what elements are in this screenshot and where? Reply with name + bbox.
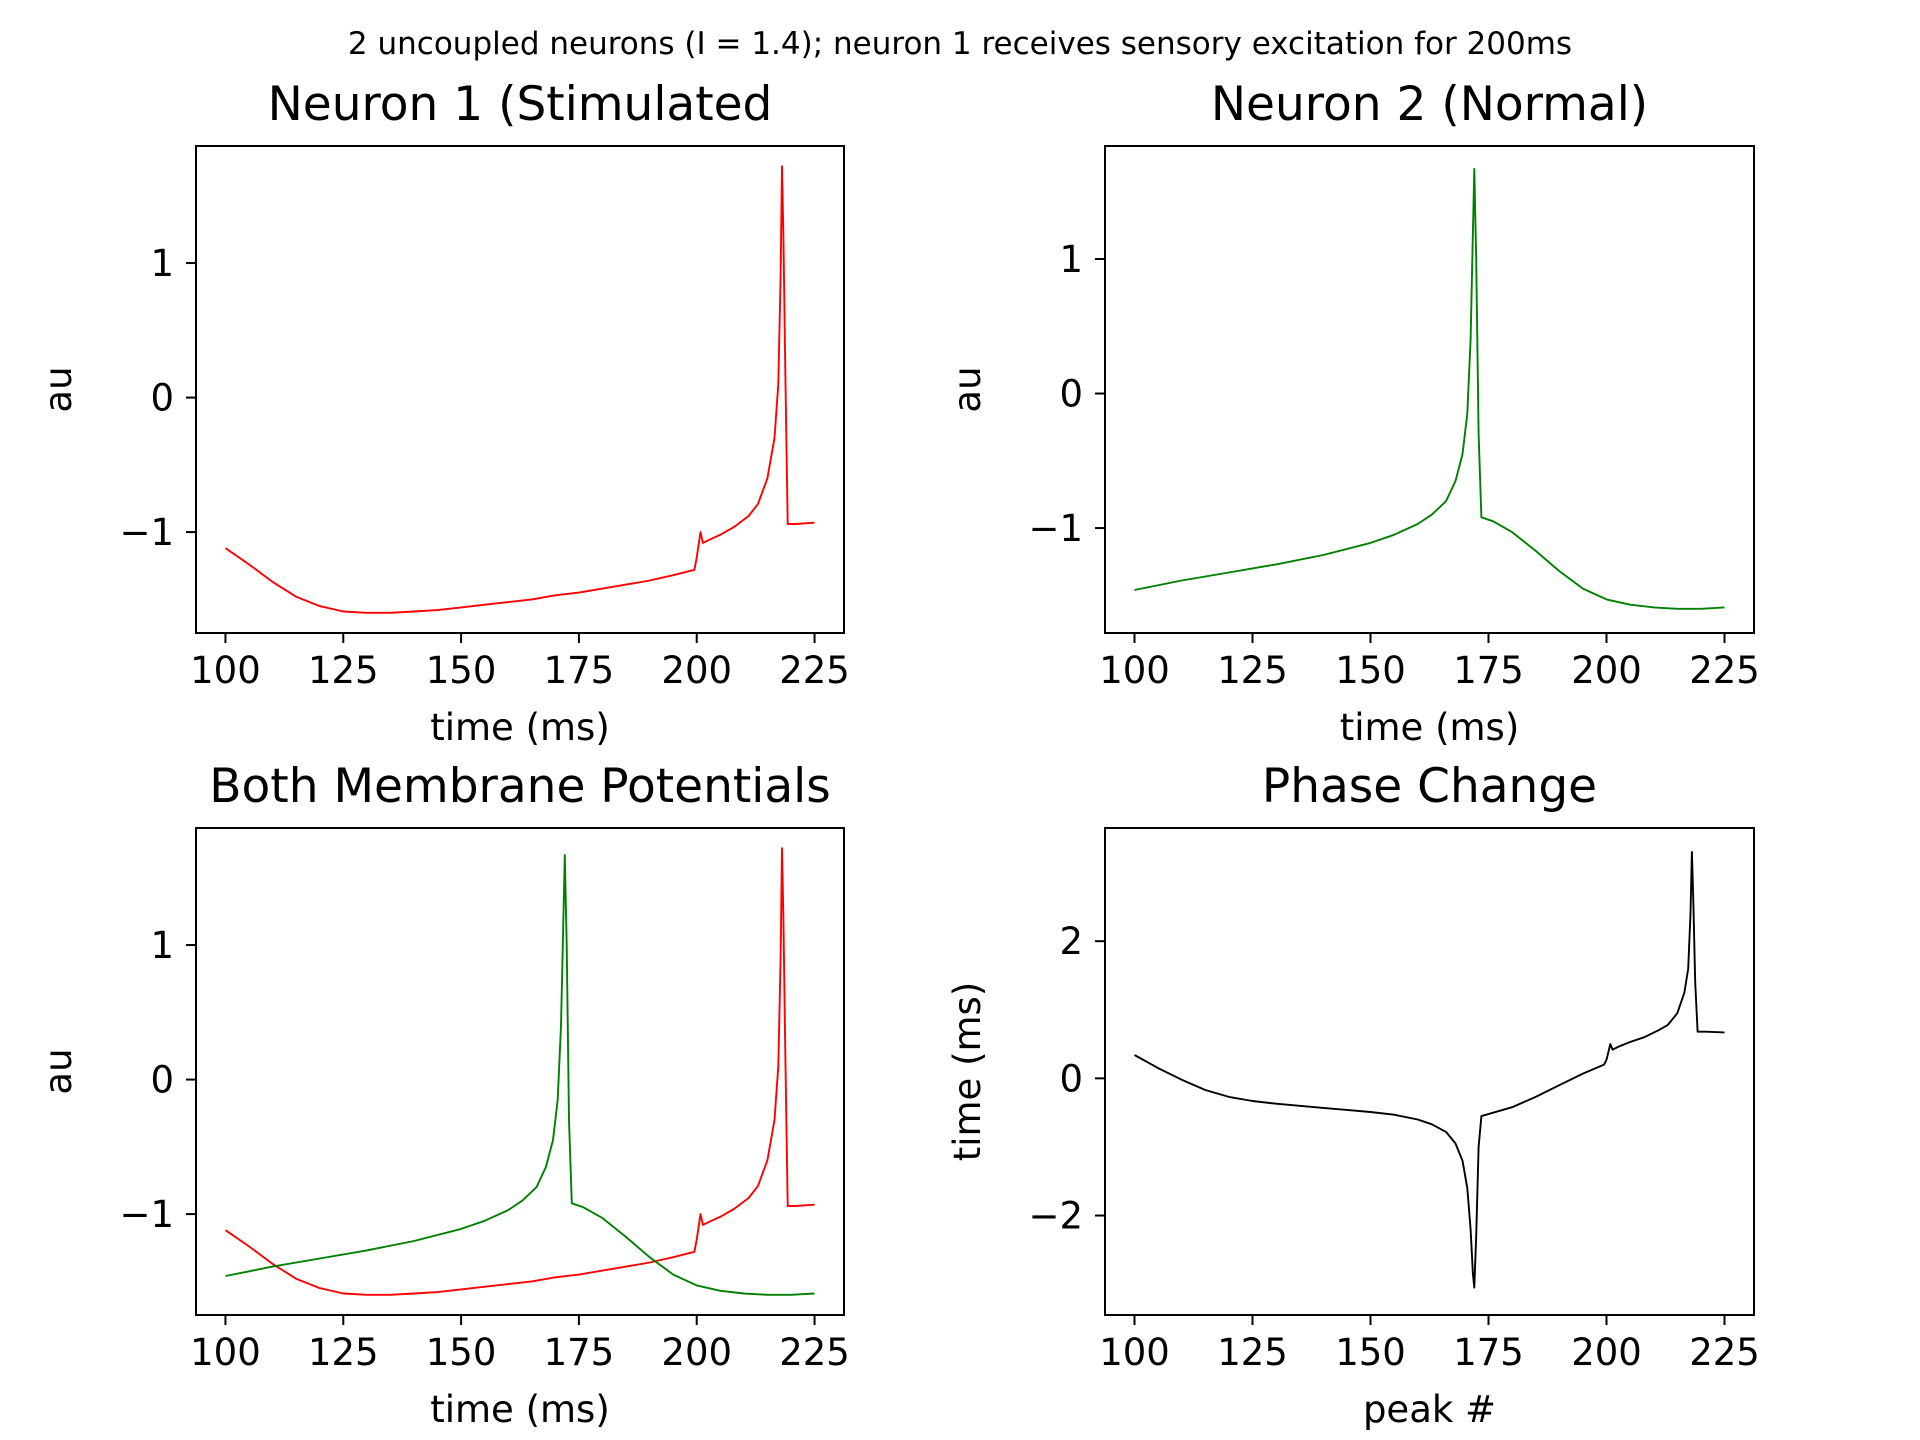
x-tick-label: 175 bbox=[1453, 1331, 1524, 1374]
x-tick-label: 200 bbox=[661, 649, 732, 692]
axes-frame bbox=[1104, 827, 1755, 1316]
x-tick-label: 175 bbox=[1453, 649, 1524, 692]
x-tick-label: 100 bbox=[190, 649, 261, 692]
y-axis-label: au bbox=[37, 366, 80, 412]
y-tick-label: −2 bbox=[1028, 1195, 1083, 1238]
x-axis-label: peak # bbox=[1363, 1388, 1496, 1431]
y-tick-label: 1 bbox=[1059, 238, 1083, 281]
subplot-title: Neuron 2 (Normal) bbox=[1211, 77, 1648, 132]
x-axis-label: time (ms) bbox=[1340, 706, 1520, 749]
series-line-neuron1-0 bbox=[224, 165, 815, 614]
subplot-title: Phase Change bbox=[1262, 759, 1597, 814]
x-tick-label: 200 bbox=[661, 1331, 732, 1374]
subplot-phase: 100 125 150 175 200 225 −2 0 2 Phase Change peak #… bbox=[946, 759, 1760, 1431]
x-tick-label: 100 bbox=[190, 1331, 261, 1374]
y-tick-label: 0 bbox=[150, 1059, 174, 1102]
y-tick-label: 0 bbox=[1059, 1057, 1083, 1100]
y-tick-label: −1 bbox=[1028, 507, 1083, 550]
x-tick-label: 125 bbox=[308, 649, 379, 692]
y-tick-label: −1 bbox=[119, 1193, 174, 1236]
series-line-neuron2-0 bbox=[1134, 167, 1725, 610]
x-tick-label: 175 bbox=[544, 649, 615, 692]
x-axis-label: time (ms) bbox=[430, 1388, 610, 1431]
subplot-title: Neuron 1 (Stimulated bbox=[268, 77, 773, 132]
x-axis-label: time (ms) bbox=[430, 706, 610, 749]
x-tick-label: 150 bbox=[426, 649, 497, 692]
x-tick-label: 100 bbox=[1099, 1331, 1170, 1374]
x-tick-label: 150 bbox=[1335, 1331, 1406, 1374]
x-tick-label: 200 bbox=[1571, 649, 1642, 692]
subplot-neuron2: 100 125 150 175 200 225 −1 0 1 Neuron 2 (Normal) t… bbox=[946, 77, 1760, 749]
y-tick-label: 1 bbox=[150, 924, 174, 967]
figure-suptitle: 2 uncoupled neurons (I = 1.4); neuron 1 … bbox=[348, 26, 1572, 62]
x-tick-label: 125 bbox=[1217, 1331, 1288, 1374]
axes-frame bbox=[195, 827, 845, 1316]
x-tick-label: 150 bbox=[1335, 649, 1406, 692]
axes-frame bbox=[195, 145, 845, 634]
series-line-both-1 bbox=[225, 853, 815, 1296]
y-axis-label: time (ms) bbox=[946, 982, 989, 1162]
y-tick-label: 0 bbox=[150, 377, 174, 420]
x-tick-label: 225 bbox=[1689, 1331, 1760, 1374]
x-tick-label: 125 bbox=[1217, 649, 1288, 692]
y-tick-label: 0 bbox=[1059, 373, 1083, 416]
subplot-both: 100 125 150 175 200 225 −1 0 1 Both Membrane Pote… bbox=[37, 759, 850, 1431]
subplot-neuron1: 100 125 150 175 200 225 −1 0 1 Neuron 1 (Stimulat… bbox=[37, 77, 850, 749]
series-line-phase-0 bbox=[1134, 851, 1725, 1289]
series-line-both-0 bbox=[224, 847, 815, 1296]
y-axis-label: au bbox=[946, 366, 989, 412]
axes-frame bbox=[1104, 145, 1755, 634]
y-tick-label: −1 bbox=[119, 511, 174, 554]
x-tick-label: 150 bbox=[426, 1331, 497, 1374]
x-tick-label: 225 bbox=[1689, 649, 1760, 692]
y-axis-label: au bbox=[37, 1048, 80, 1094]
x-tick-label: 100 bbox=[1099, 649, 1170, 692]
x-tick-label: 125 bbox=[308, 1331, 379, 1374]
x-tick-label: 200 bbox=[1571, 1331, 1642, 1374]
x-tick-label: 225 bbox=[779, 649, 850, 692]
subplot-title: Both Membrane Potentials bbox=[209, 759, 830, 814]
y-tick-label: 1 bbox=[150, 242, 174, 285]
y-tick-label: 2 bbox=[1059, 920, 1083, 963]
x-tick-label: 175 bbox=[544, 1331, 615, 1374]
x-tick-label: 225 bbox=[779, 1331, 850, 1374]
